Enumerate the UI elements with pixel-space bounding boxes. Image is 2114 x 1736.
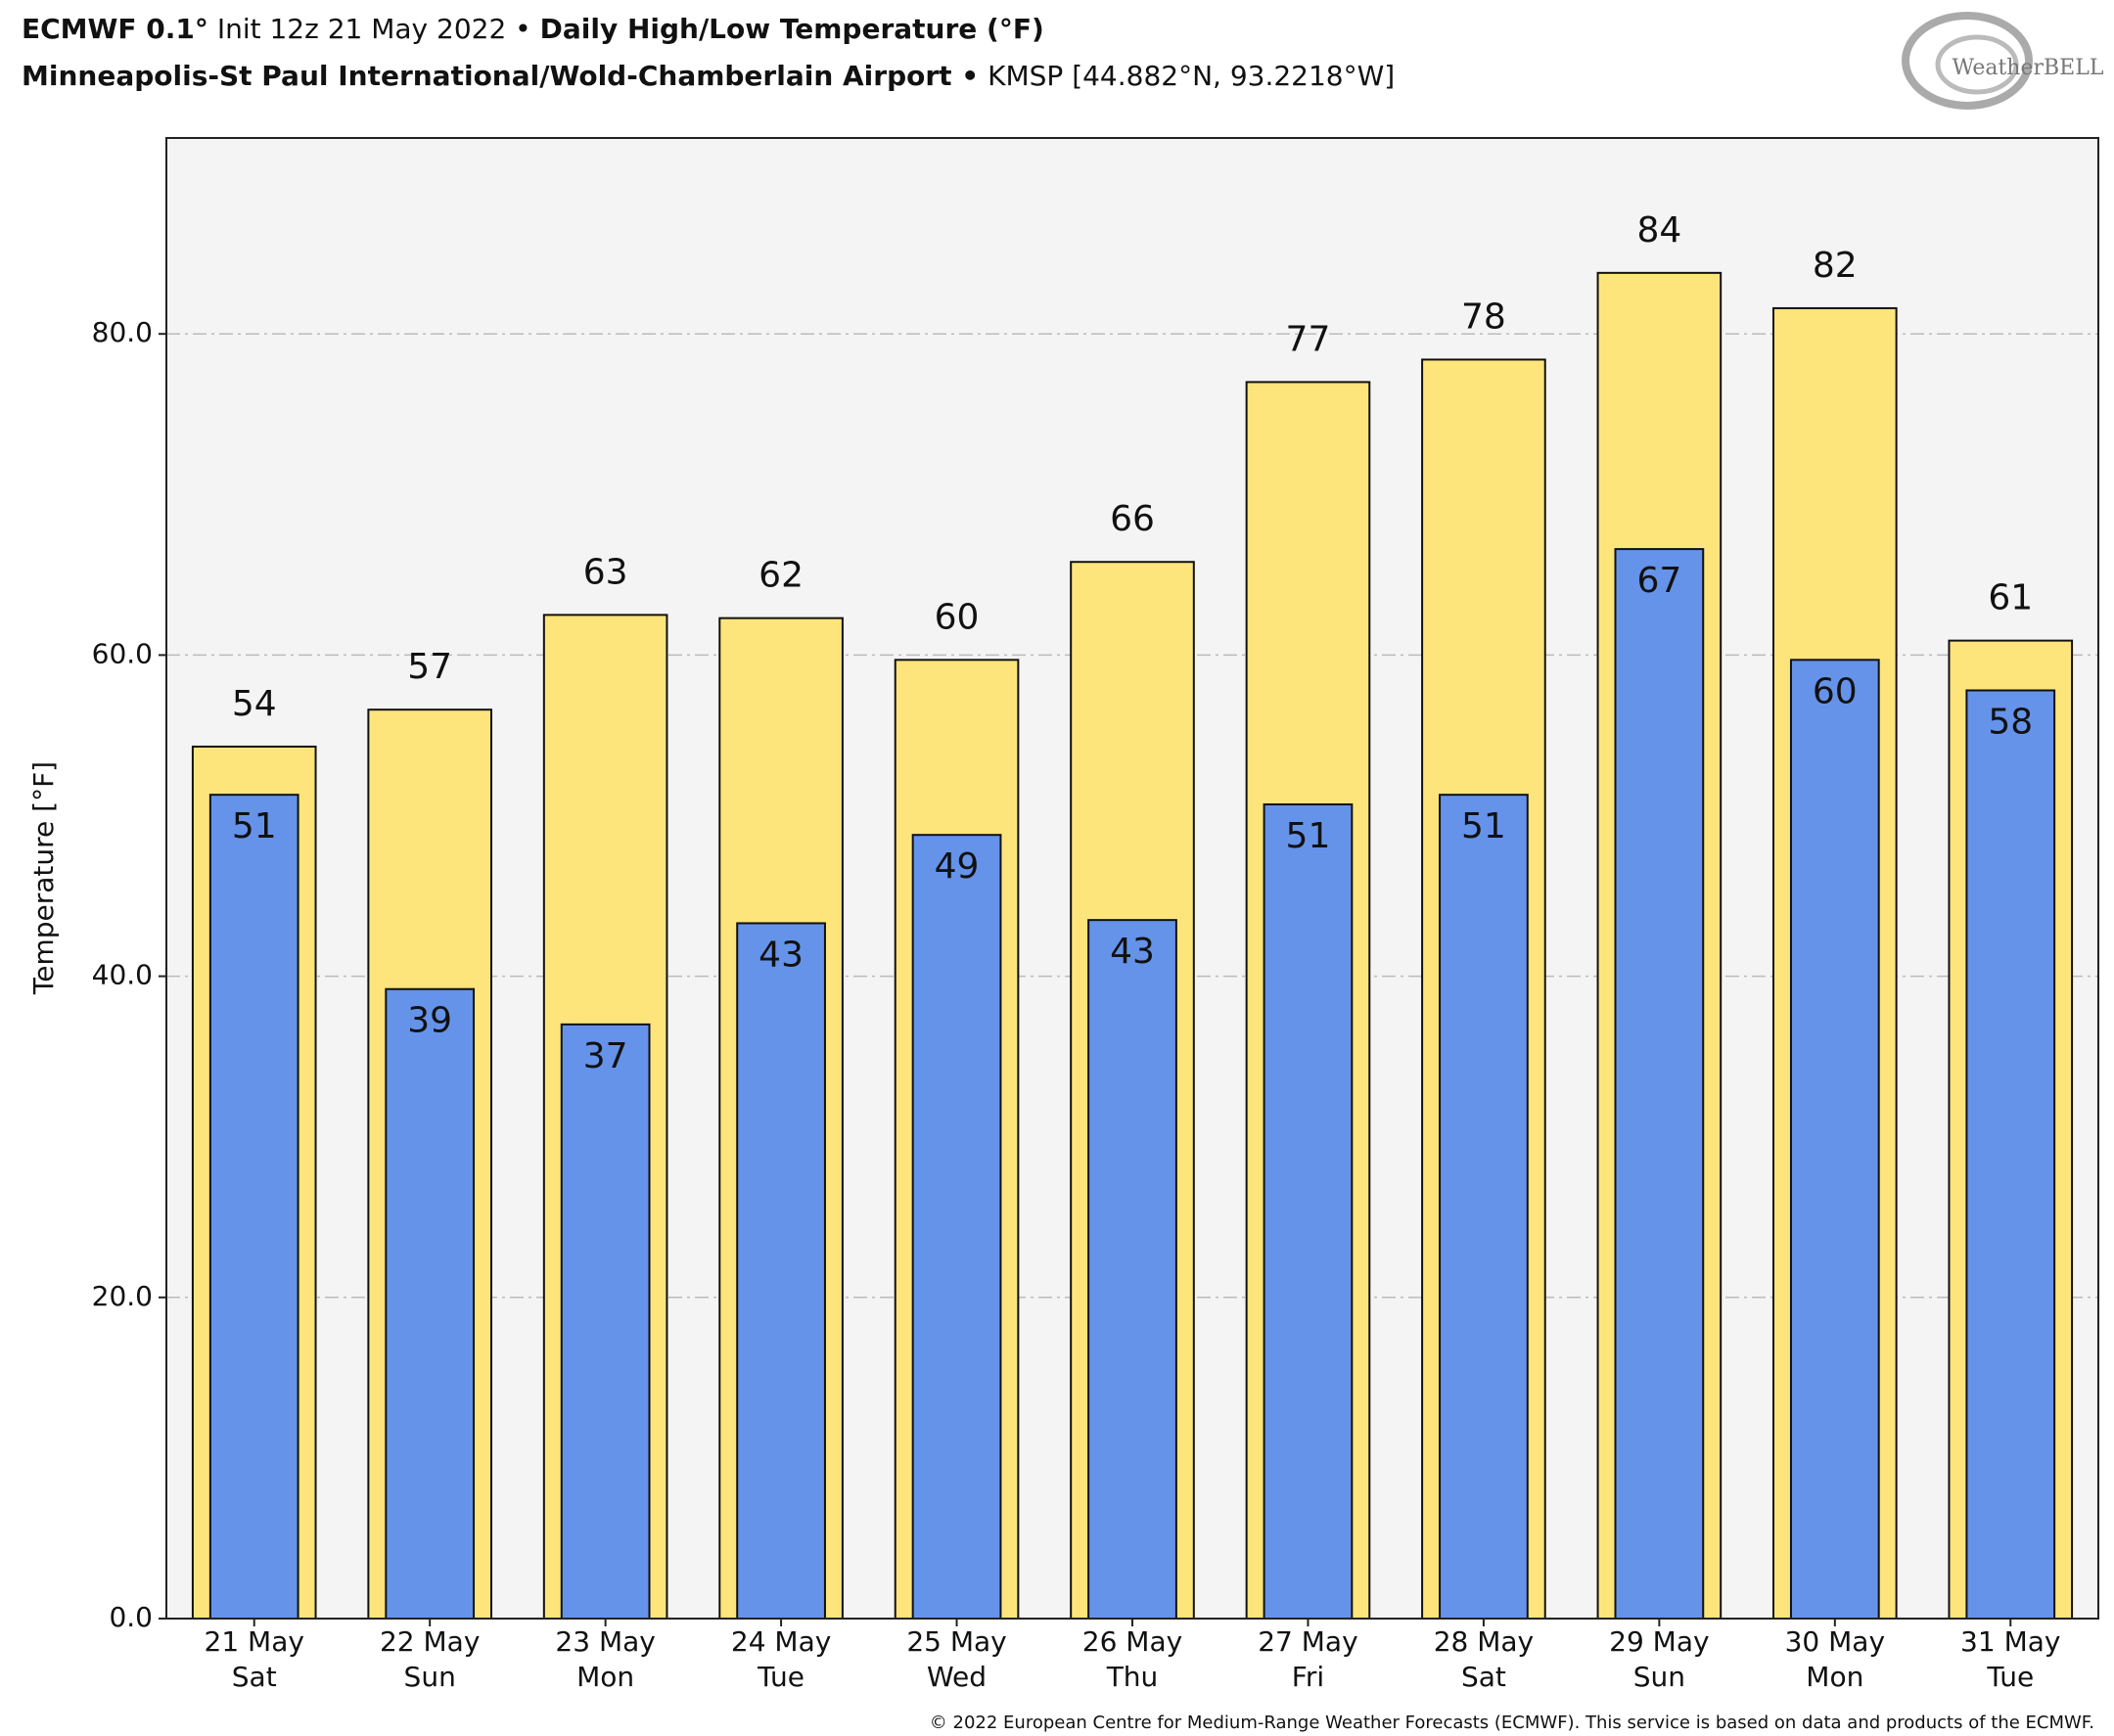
y-tick-label: 20.0	[92, 1280, 153, 1312]
x-tick-label: Thu	[1106, 1661, 1159, 1693]
x-tick-label: Tue	[757, 1661, 804, 1693]
x-tick-label: 28 May	[1434, 1625, 1534, 1658]
data-label: 51	[1286, 816, 1331, 856]
bar	[1263, 803, 1354, 1620]
x-tick-label: Sat	[232, 1661, 277, 1693]
data-label: 43	[1110, 932, 1155, 972]
x-tick-label: Fri	[1292, 1661, 1324, 1693]
data-label: 39	[407, 1001, 452, 1041]
data-label: 51	[1461, 806, 1506, 846]
x-tick-label: 30 May	[1785, 1625, 1885, 1658]
x-tick-label: 25 May	[906, 1625, 1006, 1658]
bar	[1087, 919, 1177, 1620]
title-model: ECMWF 0.1°	[22, 13, 208, 45]
data-label: 67	[1636, 561, 1681, 601]
subtitle-location: KMSP [44.882°N, 93.2218°W]	[988, 60, 1395, 92]
logo: WeatherBELL	[1902, 12, 2104, 110]
plot-frame	[165, 137, 2099, 1620]
chart-subtitle: Minneapolis-St Paul International/Wold-C…	[22, 60, 1395, 92]
title-product: Daily High/Low Temperature (°F)	[540, 13, 1044, 45]
bar	[1789, 659, 1880, 1620]
x-tick-label: 21 May	[205, 1625, 304, 1658]
x-tick-label: 29 May	[1609, 1625, 1709, 1658]
data-label: 60	[1813, 671, 1858, 711]
data-label: 84	[1636, 210, 1681, 251]
x-tick-label: 22 May	[380, 1625, 480, 1658]
data-label: 61	[1988, 578, 2033, 618]
data-label: 60	[935, 597, 980, 637]
bar	[385, 987, 476, 1620]
data-label: 54	[232, 684, 277, 724]
bar	[560, 1023, 651, 1620]
x-tick-label: Sun	[404, 1661, 456, 1693]
y-axis-label: Temperature [°F]	[27, 761, 60, 995]
x-tick-label: Wed	[927, 1661, 987, 1693]
data-label: 78	[1461, 297, 1506, 337]
data-label: 37	[583, 1036, 628, 1076]
logo-text: WeatherBELL	[1953, 56, 2104, 80]
data-label: 82	[1813, 246, 1858, 286]
data-label: 51	[232, 806, 277, 846]
bar	[208, 794, 299, 1620]
footer: © 2022 European Centre for Medium-Range …	[930, 1713, 2094, 1733]
data-label: 57	[407, 647, 452, 687]
x-tick-label: Sun	[1633, 1661, 1685, 1693]
x-tick-label: 31 May	[1960, 1625, 2060, 1658]
bar	[1965, 689, 2056, 1620]
bar	[1439, 794, 1529, 1620]
x-tick-label: 26 May	[1082, 1625, 1182, 1658]
y-tick-label: 40.0	[92, 959, 153, 991]
chart-title: ECMWF 0.1° Init 12z 21 May 2022 • Daily …	[22, 13, 1044, 45]
y-tick-label: 60.0	[92, 637, 153, 669]
y-tick-label: 80.0	[92, 316, 153, 348]
x-tick-label: Mon	[576, 1661, 634, 1693]
x-tick-label: 27 May	[1258, 1625, 1357, 1658]
data-label: 58	[1988, 703, 2033, 743]
x-tick-label: 23 May	[555, 1625, 655, 1658]
data-label: 63	[583, 552, 628, 592]
y-tick-label: 0.0	[109, 1601, 153, 1633]
title-init: Init 12z 21 May 2022 •	[217, 13, 531, 45]
x-tick-label: Sat	[1461, 1661, 1506, 1693]
bar	[1614, 548, 1705, 1620]
x-tick-label: Mon	[1806, 1661, 1863, 1693]
bar	[911, 834, 1002, 1620]
subtitle-station: Minneapolis-St Paul International/Wold-C…	[22, 60, 979, 92]
logo-swirl	[1902, 12, 2033, 110]
data-label: 66	[1110, 499, 1155, 539]
data-label: 43	[758, 935, 804, 975]
data-label: 49	[935, 846, 980, 887]
data-label: 77	[1286, 319, 1331, 359]
x-tick-label: 24 May	[731, 1625, 831, 1658]
x-tick-label: Tue	[1986, 1661, 2034, 1693]
data-label: 62	[758, 556, 804, 596]
logo-swirl	[1935, 34, 2019, 95]
bar	[736, 922, 826, 1620]
